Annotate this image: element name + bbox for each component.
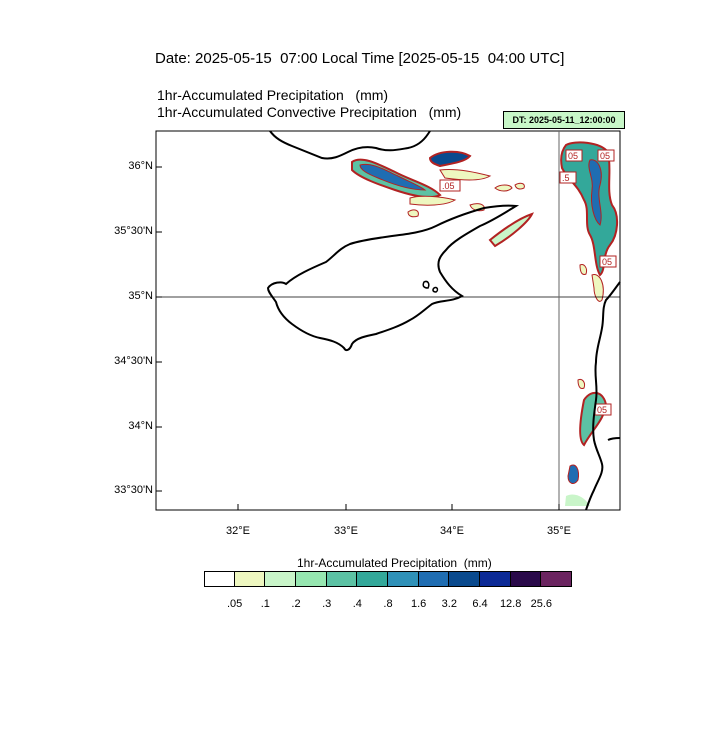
colorbar-swatch xyxy=(449,571,480,587)
colorbar-tick-label: 12.8 xyxy=(499,598,522,610)
colorbar-tick-label: 25.6 xyxy=(530,598,553,610)
colorbar-tick-label: .4 xyxy=(352,598,362,610)
contour-label: 05 xyxy=(568,151,578,161)
precip-band-north xyxy=(351,150,534,248)
contour-label: 05 xyxy=(602,257,612,267)
colorbar-tick-label: .2 xyxy=(291,598,301,610)
contour-labels: 05 05 05 .5 05 .05 xyxy=(439,149,617,416)
colorbar-swatch xyxy=(388,571,419,587)
lat-label: 36°N xyxy=(128,160,153,172)
colorbar-swatch xyxy=(510,571,542,587)
colorbar-tick-label: .3 xyxy=(322,598,332,610)
contour-label: .5 xyxy=(562,173,570,183)
lat-label: 35°N xyxy=(128,290,153,302)
lat-label: 33°30'N xyxy=(114,484,153,496)
colorbar-tick-label: .8 xyxy=(383,598,393,610)
map-frame xyxy=(155,130,621,511)
colorbar-tick-label: 6.4 xyxy=(472,598,488,610)
lon-label: 32°E xyxy=(226,525,250,537)
contour-label: .05 xyxy=(442,181,455,191)
field-title-convective: 1hr-Accumulated Convective Precipitation… xyxy=(157,104,462,120)
lat-label: 34°N xyxy=(128,420,153,432)
islet xyxy=(422,280,430,289)
field-title-precip: 1hr-Accumulated Precipitation (mm) xyxy=(157,87,389,103)
lat-label: 34°30'N xyxy=(114,355,153,367)
colorbar-swatch xyxy=(265,571,296,587)
lon-label: 35°E xyxy=(547,525,571,537)
colorbar-title: 1hr-Accumulated Precipitation (mm) xyxy=(297,556,492,570)
date-title: Date: 2025-05-15 07:00 Local Time [2025-… xyxy=(155,50,565,67)
axis-ticks xyxy=(156,166,560,510)
colorbar-swatch xyxy=(357,571,388,587)
turkey-coastline xyxy=(269,130,431,160)
colorbar-swatch xyxy=(541,571,572,587)
colorbar-swatch xyxy=(418,571,450,587)
east-coast-segment xyxy=(607,437,621,441)
colorbar-swatch xyxy=(326,571,358,587)
colorbar-tick-label: 3.2 xyxy=(441,598,457,610)
contour-label: 05 xyxy=(600,151,610,161)
lon-label: 33°E xyxy=(334,525,358,537)
islet xyxy=(432,286,439,293)
cyprus-coastline xyxy=(266,204,520,352)
colorbar-tick-label: 1.6 xyxy=(411,598,427,610)
levant-coastline xyxy=(585,281,621,511)
dt-badge: DT: 2025-05-11_12:00:00 xyxy=(503,111,625,129)
colorbar-swatch xyxy=(204,571,235,587)
colorbar-swatch xyxy=(296,571,327,587)
lat-label: 35°30'N xyxy=(114,225,153,237)
lon-label: 34°E xyxy=(440,525,464,537)
colorbar-swatch xyxy=(234,571,266,587)
colorbar-swatch xyxy=(480,571,511,587)
colorbar-tick-label: .1 xyxy=(260,598,270,610)
contour-label: 05 xyxy=(597,405,607,415)
colorbar-tick-label: .05 xyxy=(227,598,243,610)
